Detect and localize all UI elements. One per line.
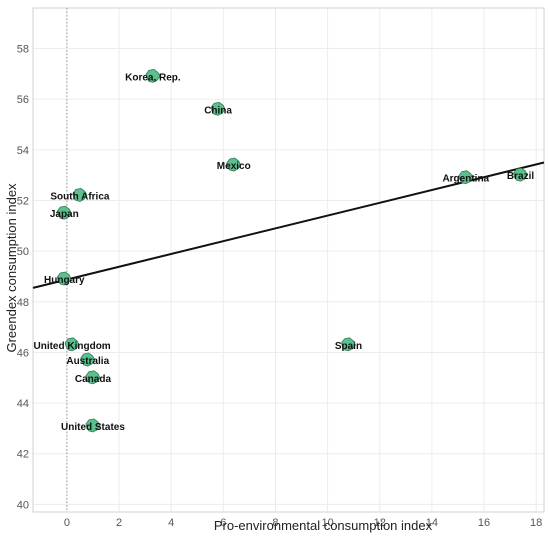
y-tick-label: 54 xyxy=(17,145,29,157)
data-point xyxy=(85,418,101,433)
y-tick-label: 44 xyxy=(17,398,29,410)
trendline-segment xyxy=(32,161,545,289)
data-point xyxy=(64,337,80,352)
x-tick-label: 2 xyxy=(116,517,122,529)
y-tick-label: 40 xyxy=(17,499,29,511)
point-label: Brazil xyxy=(507,171,534,182)
x-tick-label: 6 xyxy=(220,517,226,529)
point-label: Canada xyxy=(75,374,112,385)
point-label: Hungary xyxy=(44,275,85,286)
plot-border xyxy=(32,7,545,513)
x-tick-label: 14 xyxy=(426,517,438,529)
y-axis-label: Greendex consumption index xyxy=(4,183,19,353)
point-label: Australia xyxy=(66,356,109,367)
grid xyxy=(33,8,544,512)
x-tick-label: 4 xyxy=(168,517,174,529)
data-point xyxy=(145,68,161,83)
point-label: United Kingdom xyxy=(33,341,110,352)
y-tick-label: 48 xyxy=(17,297,29,309)
point-label: United States xyxy=(61,422,125,433)
point-label: South Africa xyxy=(50,191,110,202)
data-point xyxy=(210,101,226,116)
data-point xyxy=(226,157,242,172)
x-tick-label: 16 xyxy=(478,517,490,529)
y-tick-label: 52 xyxy=(17,195,29,207)
y-tick-label: 46 xyxy=(17,347,29,359)
x-axis-label: Pro-environmental consumption index xyxy=(214,518,433,533)
x-tick-label: 8 xyxy=(272,517,278,529)
point-labels: Korea, Rep. China Mexico Argentina Brazil Sou… xyxy=(33,72,534,433)
point-label: Japan xyxy=(50,209,79,220)
y-tick-label: 56 xyxy=(17,94,29,106)
x-tick-label: 18 xyxy=(530,517,542,529)
point-label: Korea, Rep. xyxy=(125,72,181,83)
data-points xyxy=(56,68,529,433)
point-label: China xyxy=(204,105,232,116)
trendline xyxy=(32,161,545,289)
data-point xyxy=(458,170,474,185)
y-tick-label: 58 xyxy=(17,44,29,56)
data-point xyxy=(80,352,96,367)
data-point xyxy=(72,187,88,202)
point-label: Argentina xyxy=(442,174,489,185)
x-tick-label: 12 xyxy=(374,517,386,529)
y-tick-label: 50 xyxy=(17,246,29,258)
point-label: Mexico xyxy=(217,161,251,172)
point-label: Spain xyxy=(335,341,362,352)
data-point xyxy=(56,205,72,220)
x-tick-label: 10 xyxy=(321,517,333,529)
x-tick-label: 0 xyxy=(64,517,70,529)
data-point xyxy=(56,271,72,286)
data-point xyxy=(513,167,529,182)
data-point xyxy=(341,337,356,352)
y-tick-label: 42 xyxy=(17,449,29,461)
data-point xyxy=(85,370,101,385)
